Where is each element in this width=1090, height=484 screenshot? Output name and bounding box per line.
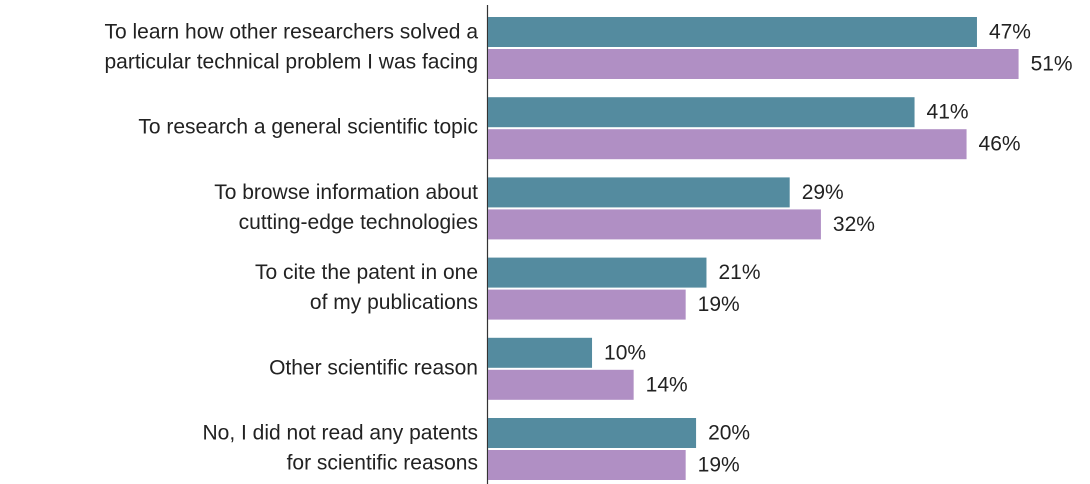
value-label: 19% [698, 454, 740, 477]
value-label: 14% [646, 373, 688, 396]
value-label: 21% [718, 261, 760, 284]
bar [488, 97, 915, 128]
category-label: particular technical problem I was facin… [104, 51, 478, 74]
category-label: of my publications [310, 291, 478, 314]
bar [488, 450, 686, 480]
bar [488, 418, 697, 448]
category-label: To cite the patent in one [255, 261, 478, 284]
category-label: for scientific reasons [287, 452, 478, 475]
value-label: 51% [1031, 53, 1073, 76]
value-label: 32% [833, 213, 875, 236]
bar [488, 49, 1019, 79]
value-label: 10% [604, 341, 646, 364]
category-label: No, I did not read any patents [202, 422, 478, 445]
bar [488, 369, 634, 400]
bar [488, 257, 707, 288]
bar [488, 129, 967, 160]
bar [488, 289, 686, 320]
value-label: 47% [989, 21, 1031, 44]
bar [488, 337, 593, 368]
value-label: 20% [708, 422, 750, 445]
value-label: 19% [698, 293, 740, 316]
category-label: cutting-edge technologies [239, 211, 478, 234]
bar [488, 209, 821, 240]
category-label: Other scientific reason [269, 356, 478, 379]
value-label: 46% [979, 133, 1021, 156]
value-label: 29% [802, 181, 844, 204]
category-label: To learn how other researchers solved a [104, 21, 478, 44]
category-label: To browse information about [214, 181, 478, 204]
value-label: 41% [927, 101, 969, 124]
category-label: To research a general scientific topic [138, 116, 478, 139]
bar [488, 177, 790, 208]
bar [488, 17, 977, 47]
